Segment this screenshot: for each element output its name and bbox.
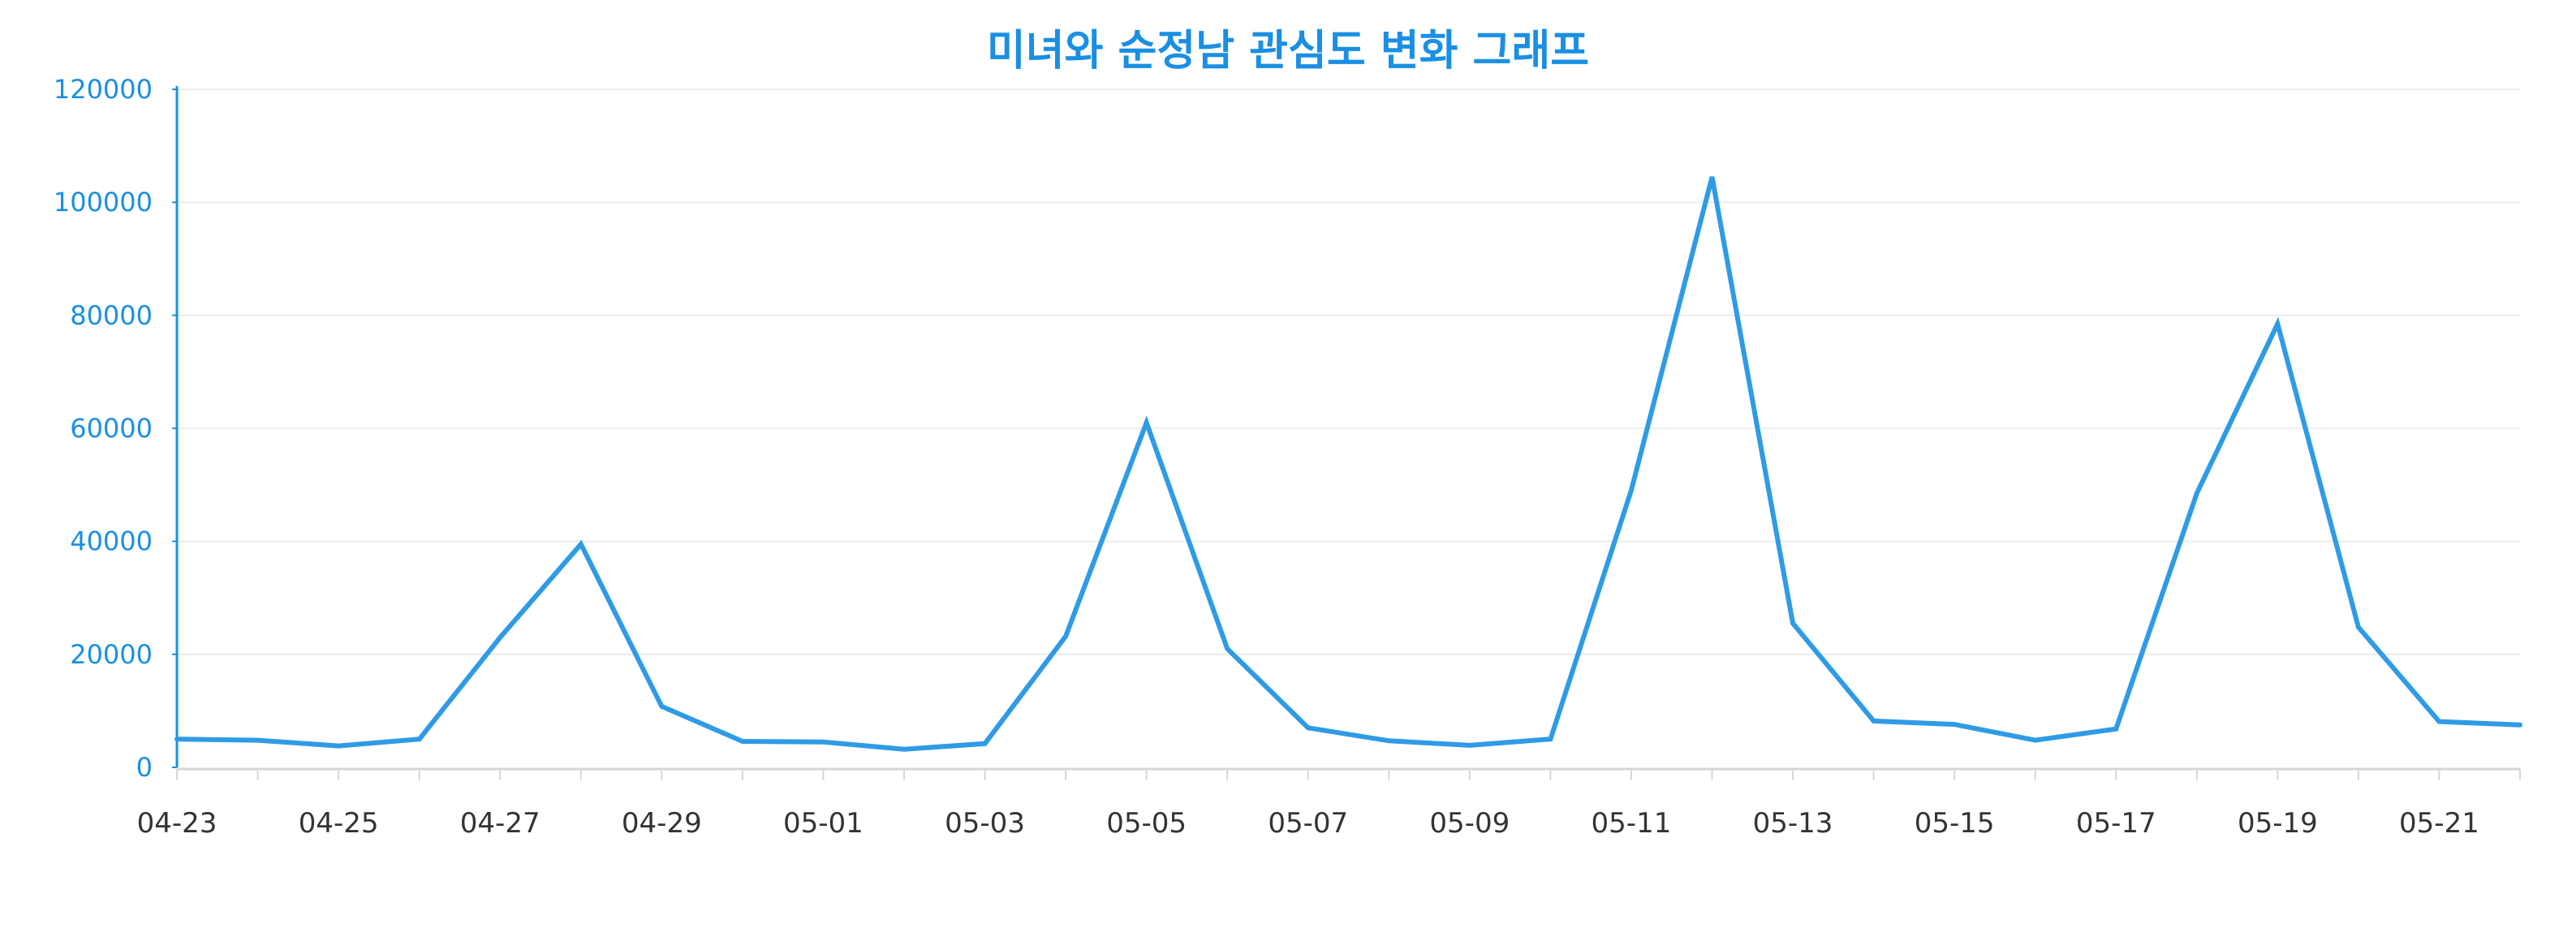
x-tick-label: 05-07: [1268, 807, 1348, 840]
data-point: [2356, 624, 2361, 629]
x-tick-label: 05-01: [783, 807, 864, 840]
y-tick-label: 0: [136, 752, 153, 783]
data-point: [821, 740, 825, 745]
y-tick-label: 20000: [70, 639, 153, 670]
data-point: [2275, 322, 2280, 326]
y-tick-label: 60000: [70, 413, 153, 444]
series-line-0: [174, 176, 2522, 752]
data-point: [1548, 736, 1553, 741]
gridlines: [177, 89, 2520, 655]
y-tick-label: 40000: [70, 526, 153, 557]
x-tick-label: 05-03: [945, 807, 1025, 840]
x-axis: 04-23 04-25 04-27 04-29 05-01 05-03 05-05 05-07…: [137, 767, 2521, 840]
data-point: [1063, 634, 1068, 639]
data-point: [1952, 722, 1957, 727]
x-tick-label: 04-23: [137, 807, 218, 840]
y-axis: 0 20000 40000 60000 80000 100000 120000: [54, 74, 179, 783]
chart-title: 미녀와 순정남 관심도 변화 그래프: [987, 27, 1589, 76]
x-tick-label: 05-15: [1915, 807, 1995, 840]
data-point: [2113, 727, 2118, 732]
data-point: [1790, 621, 1795, 626]
x-tick-label: 05-21: [2399, 807, 2479, 840]
data-point: [1467, 743, 1472, 748]
x-tick-label: 05-17: [2076, 807, 2156, 840]
x-tick-label: 05-19: [2238, 807, 2318, 840]
y-tick-label: 100000: [54, 187, 153, 218]
data-point: [2033, 738, 2038, 743]
data-point: [174, 736, 179, 741]
data-point: [1709, 175, 1714, 179]
data-point: [336, 744, 341, 749]
x-tick-label: 04-29: [622, 807, 702, 840]
x-tick-label: 04-27: [460, 807, 541, 840]
x-tick-label: 05-05: [1106, 807, 1187, 840]
data-point: [740, 739, 745, 744]
data-point: [902, 747, 907, 752]
data-point: [1306, 725, 1311, 730]
x-tick-label: 05-11: [1592, 807, 1672, 840]
x-tick-label: 04-25: [299, 807, 379, 840]
data-point: [1629, 488, 1634, 493]
series-layer: [174, 175, 2522, 752]
data-point: [417, 736, 422, 741]
data-point: [1144, 421, 1149, 425]
data-point: [1225, 646, 1230, 651]
x-tick-label: 05-13: [1753, 807, 1833, 840]
x-tick-label: 05-09: [1429, 807, 1510, 840]
data-point: [2436, 719, 2441, 724]
data-point: [1386, 738, 1391, 743]
y-tick-label: 80000: [70, 300, 153, 330]
data-point: [2195, 491, 2199, 496]
data-point: [579, 542, 584, 546]
data-point: [983, 741, 988, 746]
data-point: [659, 704, 664, 709]
data-point: [498, 635, 502, 640]
data-point: [1872, 719, 1876, 724]
data-point: [256, 738, 261, 743]
y-tick-label: 120000: [54, 74, 153, 105]
data-point: [2518, 723, 2522, 728]
